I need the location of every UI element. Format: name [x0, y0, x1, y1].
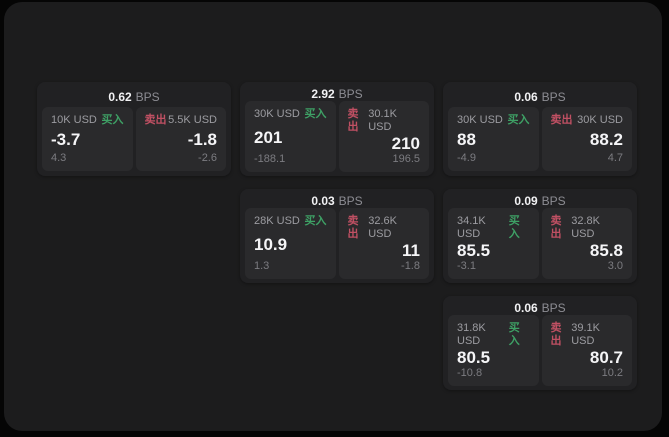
quotes-panel: 0.62 BPS 10K USD 买入 -3.7 4.3 卖出 5.5K USD [4, 2, 662, 431]
buy-delta-value: -4.9 [457, 152, 476, 164]
buy-tag: 买入 [304, 215, 327, 227]
buy-amount-label: 30K USD [254, 108, 300, 120]
card-bps-header: 2.92 BPS [245, 87, 429, 101]
quote-card: 2.92 BPS 30K USD 买入 201 -188.1 卖出 30.1K … [240, 82, 434, 176]
sell-quote-panel[interactable]: 卖出 32.8K USD 85.8 3.0 [541, 208, 632, 279]
sell-tag: 卖出 [550, 215, 562, 240]
sell-quote-panel[interactable]: 卖出 30K USD 88.2 4.7 [541, 107, 632, 171]
buy-quote-panel[interactable]: 34.1K USD 买入 85.5 -3.1 [448, 208, 539, 279]
sell-amount-label: 39.1K USD [571, 322, 600, 347]
sell-amount-label: 30K USD [577, 114, 623, 126]
card-bps-header: 0.09 BPS [448, 194, 632, 208]
sell-delta-value: 4.7 [607, 152, 623, 164]
sell-quote-panel[interactable]: 卖出 30.1K USD 210 196.5 [338, 101, 429, 172]
buy-delta-value: 4.3 [51, 152, 67, 164]
sell-tag: 卖出 [144, 114, 167, 126]
card-bps-header: 0.62 BPS [42, 87, 226, 107]
buy-price-value: -3.7 [51, 130, 81, 149]
sell-delta-value: 10.2 [601, 367, 623, 379]
bps-value: 0.06 [514, 301, 538, 315]
sell-quote-panel[interactable]: 卖出 39.1K USD 80.7 10.2 [541, 315, 632, 386]
quote-card: 0.62 BPS 10K USD 买入 -3.7 4.3 卖出 5.5K USD [37, 82, 231, 176]
sell-price-value: -1.8 [187, 130, 217, 149]
sell-quote-panel[interactable]: 卖出 5.5K USD -1.8 -2.6 [135, 107, 226, 171]
buy-delta-value: -10.8 [457, 367, 483, 379]
bps-value: 0.62 [108, 90, 132, 104]
sell-delta-value: 3.0 [607, 260, 623, 272]
buy-quote-panel[interactable]: 30K USD 买入 88 -4.9 [448, 107, 539, 171]
sell-price-value: 210 [391, 134, 420, 153]
buy-price-value: 80.5 [457, 348, 491, 367]
sell-delta-value: -1.8 [401, 260, 420, 272]
sell-tag: 卖出 [550, 114, 573, 126]
buy-price-value: 10.9 [254, 234, 288, 254]
bps-value: 0.03 [311, 194, 335, 208]
buy-tag: 买入 [508, 215, 520, 240]
bps-value: 0.06 [514, 90, 538, 104]
buy-price-value: 201 [254, 127, 283, 147]
quote-card: 0.09 BPS 34.1K USD 买入 85.5 -3.1 卖出 32.8K… [443, 189, 637, 283]
bps-value: 2.92 [311, 87, 335, 101]
buy-quote-panel[interactable]: 31.8K USD 买入 80.5 -10.8 [448, 315, 539, 386]
sell-price-value: 11 [402, 241, 420, 260]
sell-price-value: 88.2 [589, 130, 623, 149]
buy-quote-panel[interactable]: 10K USD 买入 -3.7 4.3 [42, 107, 133, 171]
buy-tag: 买入 [304, 108, 327, 120]
buy-amount-label: 34.1K USD [457, 215, 486, 240]
bps-value: 0.09 [514, 194, 538, 208]
buy-amount-label: 31.8K USD [457, 322, 486, 347]
sell-price-value: 80.7 [589, 348, 623, 367]
quote-card: 0.06 BPS 31.8K USD 买入 80.5 -10.8 卖出 39.1… [443, 296, 637, 390]
sell-delta-value: -2.6 [198, 152, 217, 164]
buy-tag: 买入 [101, 114, 124, 126]
sell-tag: 卖出 [347, 215, 359, 240]
quote-card: 0.03 BPS 28K USD 买入 10.9 1.3 卖出 32.6K US… [240, 189, 434, 283]
bps-unit-label: BPS [541, 301, 566, 315]
sell-amount-label: 5.5K USD [168, 114, 217, 126]
buy-tag: 买入 [507, 114, 530, 126]
sell-tag: 卖出 [347, 108, 359, 133]
sell-amount-label: 30.1K USD [368, 108, 397, 133]
buy-price-value: 88 [457, 130, 476, 149]
sell-tag: 卖出 [550, 322, 562, 347]
sell-price-value: 85.8 [589, 241, 623, 260]
buy-amount-label: 28K USD [254, 215, 300, 227]
quote-card: 0.06 BPS 30K USD 买入 88 -4.9 卖出 30K USD [443, 82, 637, 176]
buy-tag: 买入 [508, 322, 520, 347]
buy-amount-label: 30K USD [457, 114, 503, 126]
sell-amount-label: 32.6K USD [368, 215, 397, 240]
buy-amount-label: 10K USD [51, 114, 97, 126]
buy-delta-value: -3.1 [457, 260, 476, 272]
bps-unit-label: BPS [338, 87, 363, 101]
bps-unit-label: BPS [135, 90, 160, 104]
buy-price-value: 85.5 [457, 241, 491, 260]
card-bps-header: 0.06 BPS [448, 87, 632, 107]
card-bps-header: 0.03 BPS [245, 194, 429, 208]
buy-delta-value: -188.1 [254, 153, 286, 165]
sell-delta-value: 196.5 [392, 153, 420, 165]
buy-quote-panel[interactable]: 28K USD 买入 10.9 1.3 [245, 208, 336, 279]
bps-unit-label: BPS [338, 194, 363, 208]
card-bps-header: 0.06 BPS [448, 301, 632, 315]
bps-unit-label: BPS [541, 194, 566, 208]
bps-unit-label: BPS [541, 90, 566, 104]
sell-quote-panel[interactable]: 卖出 32.6K USD 11 -1.8 [338, 208, 429, 279]
buy-quote-panel[interactable]: 30K USD 买入 201 -188.1 [245, 101, 336, 172]
quotes-grid: 0.62 BPS 10K USD 买入 -3.7 4.3 卖出 5.5K USD [37, 82, 637, 390]
buy-delta-value: 1.3 [254, 260, 270, 272]
sell-amount-label: 32.8K USD [571, 215, 600, 240]
